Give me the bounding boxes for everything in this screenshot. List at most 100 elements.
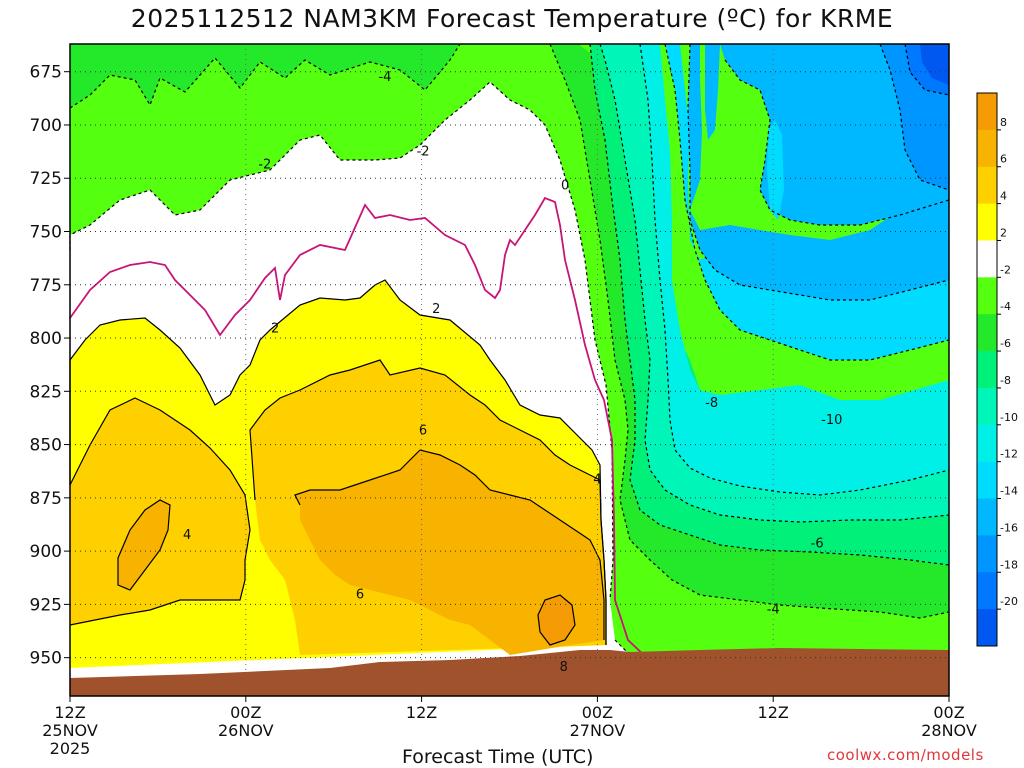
colorbar-label: -20 xyxy=(1000,595,1018,608)
x-tick-label: 00Z xyxy=(230,703,261,722)
colorbar-label: -18 xyxy=(1000,558,1018,571)
contour-label: 6 xyxy=(356,588,364,603)
x-tick-label: 12Z xyxy=(758,703,789,722)
y-tick-label: 925 xyxy=(30,595,62,615)
contour-line-minus14 xyxy=(687,43,950,301)
region-minus6-to-minus4-upper xyxy=(70,44,460,108)
colorbar-label: -2 xyxy=(1000,263,1011,276)
colorbar-label: 4 xyxy=(1000,190,1007,203)
y-tick-label: 825 xyxy=(30,382,62,402)
contour-label: -4 xyxy=(767,603,780,618)
contour-line-minus20 xyxy=(904,43,950,96)
y-tick-label: 800 xyxy=(30,329,62,349)
colorbar-swatch xyxy=(977,572,997,610)
colorbar: 8 6 4 2 -2 -4 -6 -8 -10 -12 -14 -16 -18 -20 xyxy=(976,92,1018,647)
contour-label: 4 xyxy=(183,528,191,543)
y-tick-label: 750 xyxy=(30,223,62,243)
x-tick-label: 25NOV xyxy=(42,721,98,740)
region-minus16-to-minus14 xyxy=(688,44,949,300)
y-tick-label: 900 xyxy=(30,542,62,562)
contour-line-minus16 xyxy=(724,59,950,226)
colorbar-swatch xyxy=(977,203,997,241)
colorbar-label: 8 xyxy=(1000,116,1007,129)
plot-area: -4 -2 -2 0 2 2 6 4 4 6 8 -8 -10 -6 -4 xyxy=(69,43,950,696)
colorbar-swatch xyxy=(977,129,997,168)
y-tick-label: 675 xyxy=(30,63,62,83)
x-tick-label: 12Z xyxy=(406,703,437,722)
contour-label: 0 xyxy=(561,179,569,194)
region-6-to-8-west xyxy=(118,500,170,590)
colorbar-swatch xyxy=(977,277,997,315)
x-tick-label: 28NOV xyxy=(921,721,977,740)
region-minus14-pocket xyxy=(767,120,784,220)
contour-label: -6 xyxy=(811,537,824,552)
contour-label: -4 xyxy=(378,70,391,85)
colorbar-label: -16 xyxy=(1000,521,1018,534)
contour-line-8 xyxy=(537,594,576,646)
colorbar-label: 2 xyxy=(1000,226,1007,239)
contour-line-minus10 xyxy=(639,43,950,496)
contour-label: -10 xyxy=(821,413,842,428)
colorbar-label: -8 xyxy=(1000,374,1011,387)
region-minus22-to-minus20 xyxy=(920,44,949,85)
contour-label: 8 xyxy=(560,660,568,675)
x-axis-label: Forecast Time (UTC) xyxy=(402,746,594,768)
y-tick-label: 950 xyxy=(30,649,62,669)
source-credit[interactable]: coolwx.com/models xyxy=(827,746,984,764)
y-tick-label: 775 xyxy=(30,276,62,296)
contour-label: 2 xyxy=(432,302,440,317)
colorbar-swatch xyxy=(977,609,997,647)
colorbar-swatch xyxy=(977,498,997,536)
colorbar-swatch xyxy=(977,240,997,278)
contour-line-4-west xyxy=(69,397,251,626)
contour-line-2 xyxy=(69,279,607,645)
contour-line-6-west xyxy=(117,499,171,591)
colorbar-label: -12 xyxy=(1000,448,1018,461)
colorbar-swatch xyxy=(977,461,997,500)
contour-line-6-central xyxy=(294,449,605,640)
colorbar-label: -14 xyxy=(1000,485,1018,498)
y-tick-label: 850 xyxy=(30,436,62,456)
contour-label: -8 xyxy=(705,396,718,411)
region-minus12-to-minus10 xyxy=(640,44,949,495)
contour-line-minus6 xyxy=(589,43,950,566)
colorbar-label: -6 xyxy=(1000,337,1011,350)
x-tick-label: 00Z xyxy=(582,703,613,722)
contour-line-4-central xyxy=(249,359,607,645)
colorbar-swatch xyxy=(977,351,997,389)
contour-label: 4 xyxy=(593,473,601,488)
colorbar-label: -10 xyxy=(1000,411,1018,424)
x-tick-label: 12Z xyxy=(54,703,85,722)
y-tick-label: 700 xyxy=(30,116,62,136)
region-6-to-8 xyxy=(295,450,604,655)
region-8-to-10 xyxy=(538,595,575,645)
colorbar-frame xyxy=(976,92,998,647)
contour-line-minus4-right xyxy=(549,43,950,619)
x-tick-label: 26NOV xyxy=(218,721,274,740)
colorbar-swatch xyxy=(977,314,997,352)
contour-label: 6 xyxy=(419,424,427,439)
colorbar-swatch xyxy=(977,166,997,205)
contour-line-minus4-upper xyxy=(69,43,461,109)
chart-title: 2025112512 NAM3KM Forecast Temperature (… xyxy=(130,4,894,33)
plot-frame xyxy=(69,43,950,697)
x-tick-label: 00Z xyxy=(933,703,964,722)
contour-label: 2 xyxy=(271,321,279,336)
contour-line-minus2-lower xyxy=(614,639,650,661)
colorbar-label: 6 xyxy=(1000,153,1007,166)
region-minus16-pocket-upper xyxy=(705,44,720,140)
contour-label: -2 xyxy=(417,145,430,160)
colorbar-swatch xyxy=(977,387,997,426)
x-tick-label: 27NOV xyxy=(570,721,626,740)
colorbar-swatch xyxy=(977,424,997,463)
axes: 67570072575077580082585087590092595012Z2… xyxy=(30,43,977,758)
terrain-ground xyxy=(70,648,949,696)
colorbar-swatch xyxy=(977,535,997,573)
contour-line-0 xyxy=(69,196,650,661)
colorbar-swatch xyxy=(977,93,997,131)
y-tick-label: 875 xyxy=(30,489,62,509)
contour-label: -2 xyxy=(258,157,271,172)
colorbar-label: -4 xyxy=(1000,300,1011,313)
x-tick-label: 2025 xyxy=(50,739,91,758)
